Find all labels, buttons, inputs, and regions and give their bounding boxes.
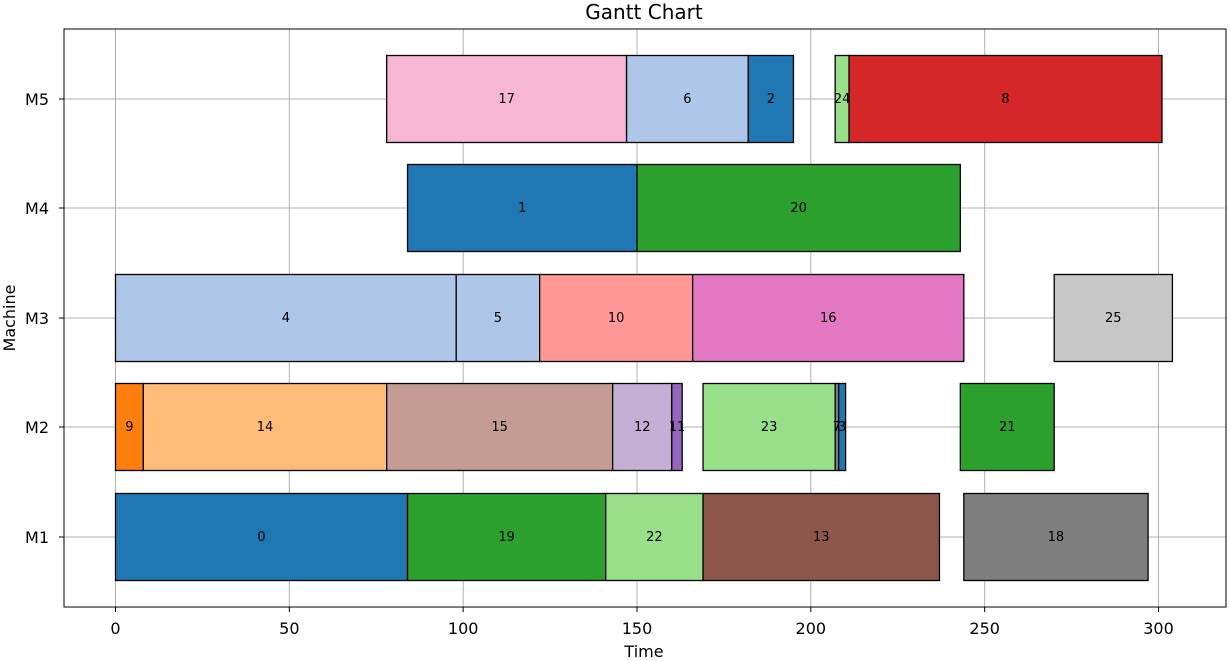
y-tick-label: M4 (25, 199, 49, 218)
x-tick-label: 200 (796, 619, 827, 638)
task-bar (406, 492, 607, 582)
task-label: 19 (498, 530, 515, 545)
task-bar (837, 382, 847, 472)
task-label: 16 (820, 311, 837, 326)
task-label: 8 (1001, 92, 1009, 107)
task-bar (406, 163, 638, 253)
task-bar (386, 54, 628, 144)
x-axis-ticks: 0 50 100 150 200 250 300 (110, 607, 1174, 638)
task-label: 9 (125, 420, 133, 435)
task-label: 17 (498, 92, 515, 107)
chart-title: Gantt Chart (585, 0, 703, 24)
task-label: 13 (813, 530, 830, 545)
x-tick-label: 100 (448, 619, 479, 638)
task-label: 20 (790, 201, 807, 216)
task-bar (963, 492, 1149, 582)
task-label: 18 (1048, 530, 1065, 545)
task-label: 3 (838, 420, 846, 435)
task-bar (625, 54, 749, 144)
task-bar (612, 382, 673, 472)
task-label: 2 (767, 92, 775, 107)
y-tick-label: M1 (25, 528, 49, 547)
task-label: 23 (761, 420, 778, 435)
task-label: 11 (669, 420, 686, 435)
task-bar (691, 273, 965, 363)
task-bar (114, 382, 144, 472)
x-tick-label: 150 (622, 619, 653, 638)
task-bar (636, 163, 961, 253)
task-label: 4 (282, 311, 290, 326)
x-tick-label: 50 (279, 619, 299, 638)
y-axis-ticks: M1 M2 M3 M4 M5 (25, 90, 64, 547)
task-bar (959, 382, 1055, 472)
x-axis-label: Time (623, 642, 663, 661)
task-label: 15 (491, 420, 508, 435)
y-tick-label: M5 (25, 90, 49, 109)
task-bar (702, 492, 941, 582)
task-label: 5 (494, 311, 502, 326)
task-bar (1053, 273, 1174, 363)
y-tick-label: M2 (25, 418, 49, 437)
task-bar (848, 54, 1163, 144)
task-bar (386, 382, 614, 472)
y-axis-label: Machine (0, 285, 19, 352)
task-label: 7 (833, 420, 841, 435)
task-label: 6 (683, 92, 691, 107)
task-label: 10 (608, 311, 625, 326)
x-tick-label: 300 (1143, 619, 1174, 638)
task-bar (114, 492, 409, 582)
task-label: 25 (1105, 311, 1122, 326)
task-label: 22 (646, 530, 663, 545)
task-label: 14 (257, 420, 274, 435)
task-bar (605, 492, 704, 582)
task-bar (142, 382, 388, 472)
task-bar (747, 54, 795, 144)
x-tick-label: 0 (110, 619, 120, 638)
task-label: 0 (257, 530, 265, 545)
task-label: 24 (834, 92, 851, 107)
task-label: 12 (634, 420, 651, 435)
task-label: 21 (999, 420, 1016, 435)
task-bar (671, 382, 683, 472)
task-label: 1 (518, 201, 526, 216)
x-tick-label: 250 (969, 619, 1000, 638)
task-bars: 0 19 22 13 18 9 14 15 12 11 23 73 21 4 5 10 16 25 1 20 17 6 2 2… (114, 54, 1174, 582)
y-tick-label: M3 (25, 309, 49, 328)
